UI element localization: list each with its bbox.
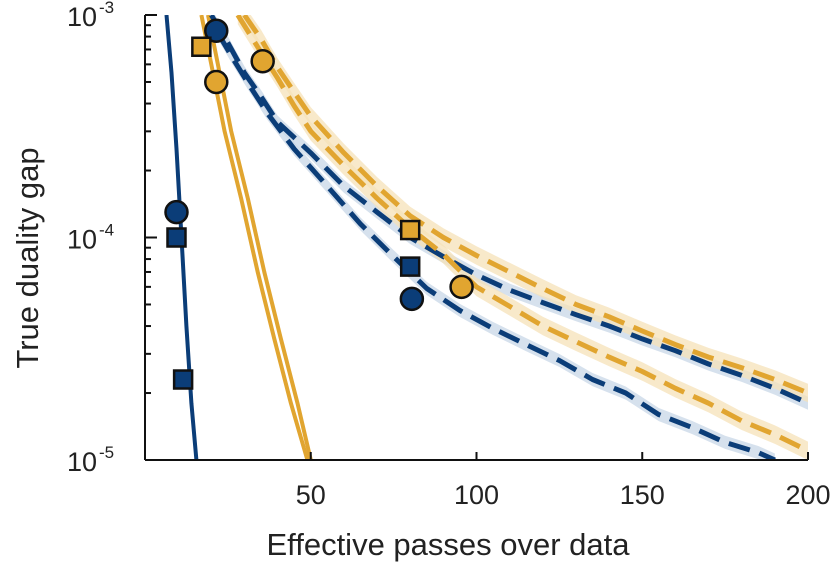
orange-dashed-lower-line xyxy=(235,15,810,454)
x-tick-label: 200 xyxy=(785,480,830,510)
axes xyxy=(144,14,809,461)
y-tick-exponent: -3 xyxy=(99,0,114,17)
y-tick-label: 10 xyxy=(67,225,97,255)
confidence-bands xyxy=(211,15,808,461)
blue-dashed-upper-band xyxy=(211,15,808,410)
orange-dashed-upper-line xyxy=(242,15,809,396)
orange-square-marker xyxy=(399,219,421,241)
orange-circle-marker xyxy=(449,274,474,300)
y-tick-exponent: -5 xyxy=(99,443,114,462)
orange-circle-marker xyxy=(250,48,275,74)
blue-dashed-lower-line xyxy=(215,31,776,461)
orange-dashed-lower-band xyxy=(237,15,808,460)
y-tick-label: 10 xyxy=(67,447,97,477)
x-tick-label: 100 xyxy=(454,480,499,510)
blue-dashed-upper-line xyxy=(209,15,810,406)
blue-square-marker xyxy=(172,369,194,390)
blue-square-marker xyxy=(399,256,421,277)
y-tick-label: 10 xyxy=(67,2,97,32)
x-tick-label: 150 xyxy=(620,480,665,510)
x-axis-title: Effective passes over data xyxy=(266,527,630,562)
series-lines xyxy=(164,15,810,461)
blue-circle-marker xyxy=(164,199,189,225)
blue-square-marker xyxy=(166,227,187,248)
blue-circle-marker xyxy=(204,18,229,43)
y-tick-exponent: -4 xyxy=(99,221,114,240)
orange-circle-marker xyxy=(204,69,229,95)
data-markers xyxy=(164,18,474,390)
blue-circle-marker xyxy=(399,286,425,312)
y-axis-title: True duality gap xyxy=(10,147,45,368)
orange-square-marker xyxy=(191,36,212,57)
x-tick-label: 50 xyxy=(296,480,326,510)
orange-dashed-upper-band xyxy=(244,15,808,403)
